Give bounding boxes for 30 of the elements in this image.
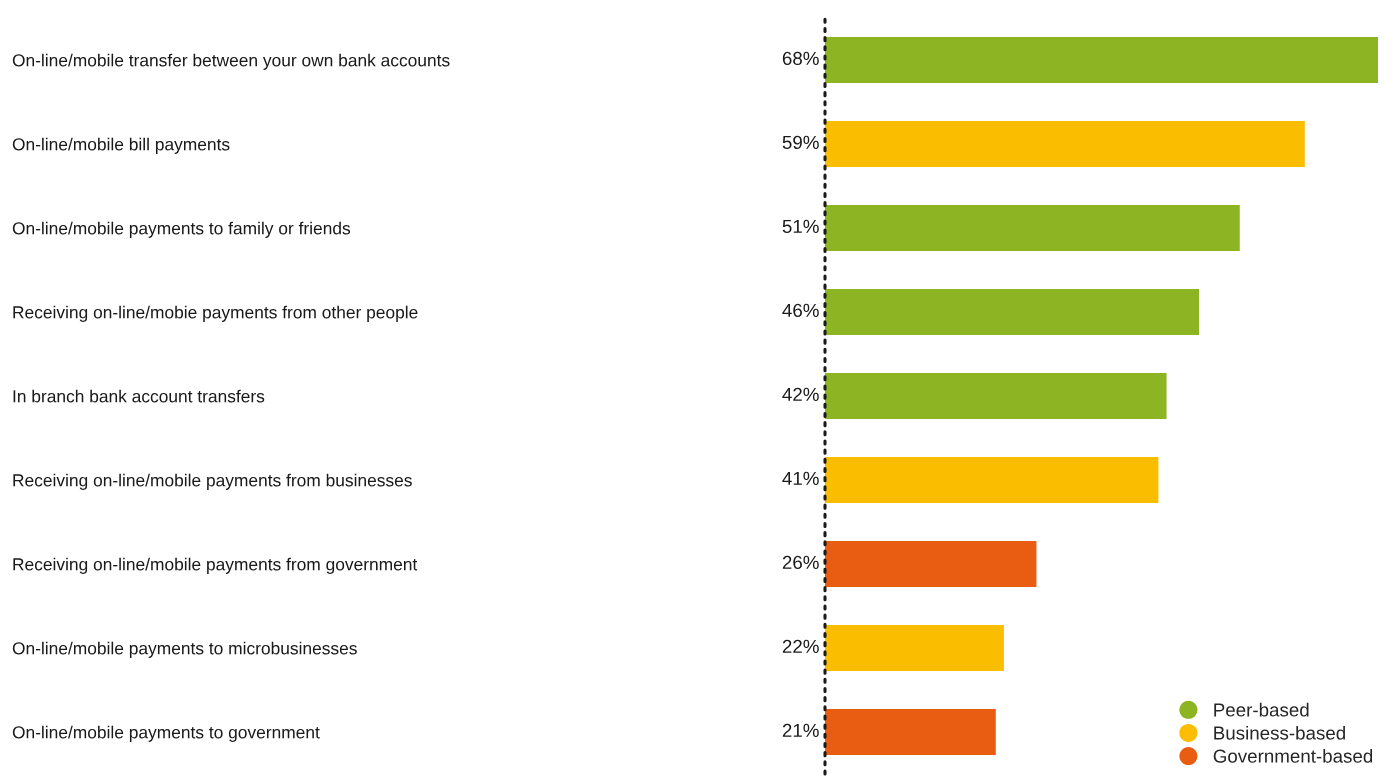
- data-label: 41%: [782, 471, 819, 485]
- bar: [825, 204, 1240, 252]
- bar: [825, 120, 1305, 168]
- y-tick-label: On-line/mobile transfer between your own bank accounts: [12, 53, 450, 70]
- data-label: 22%: [782, 639, 819, 653]
- legend-label: Peer-based: [1214, 702, 1309, 717]
- y-tick-label: On-line/mobile payments to microbusinesses: [12, 641, 357, 658]
- bar: [825, 288, 1200, 336]
- bar: [825, 372, 1167, 420]
- data-label: 42%: [782, 387, 819, 401]
- data-label: 68%: [782, 51, 819, 66]
- legend-label: Government-based: [1213, 749, 1373, 763]
- y-tick-label: On-line/mobile payments to family or friends: [12, 221, 351, 238]
- legend-label: Business-based: [1214, 725, 1345, 740]
- data-label: 51%: [782, 219, 819, 234]
- data-label: 26%: [782, 555, 819, 570]
- bar: [825, 456, 1159, 504]
- y-tick-label: Receiving on-line/mobie payments from other people: [13, 305, 418, 322]
- data-label: 59%: [782, 135, 819, 150]
- bar: [825, 36, 1378, 84]
- y-tick-label: Receiving on-line/mobile payments from government: [13, 557, 418, 574]
- y-tick-label: On-line/mobile payments to government: [12, 725, 320, 742]
- bar: [825, 708, 996, 756]
- bar: [825, 540, 1037, 588]
- data-label: 21%: [782, 723, 819, 737]
- bar: [825, 624, 1004, 672]
- y-tick-label: Receiving on-line/mobile payments from businesses: [13, 473, 412, 490]
- y-tick-label: In branch bank account transfers: [13, 389, 265, 403]
- data-label: 46%: [782, 303, 819, 318]
- y-tick-label: On-line/mobile bill payments: [12, 137, 230, 154]
